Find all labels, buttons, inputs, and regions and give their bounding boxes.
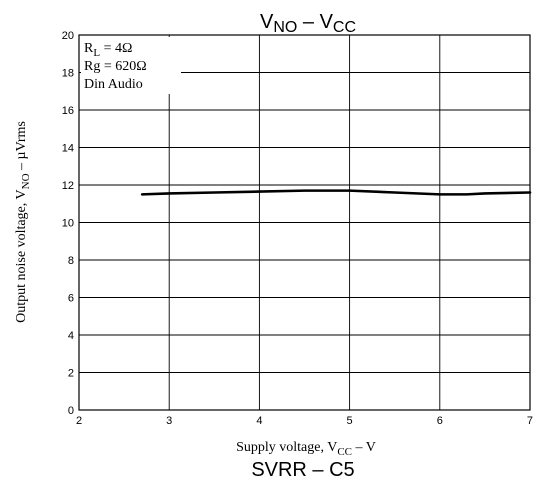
footer-title: SVRR – C5 [251,459,354,481]
y-tick-label-16: 16 [62,105,74,117]
y-tick-label-18: 18 [62,68,74,80]
y-axis-label: Output noise voltage, VNO – µVrms [14,121,32,323]
chart-title-second: V [320,11,334,33]
annotation-line-3-prefix: Din Audio [84,77,143,92]
x-tick-label-6: 6 [437,415,443,427]
annotation-background [81,37,181,94]
annotation-line-1-sub: L [93,47,100,59]
x-axis-label: Supply voltage, VCC – V [236,440,376,458]
annotation-line-1-prefix: R [84,41,94,56]
x-axis-label-suffix: – V [352,440,376,455]
y-axis-label-sub: NO [20,173,32,189]
y-tick-label-6: 6 [68,293,74,305]
y-tick-label-0: 0 [68,405,74,417]
y-tick-label-2: 2 [68,368,74,380]
annotation-line-2: Rg = 620Ω [84,59,147,74]
y-tick-label-12: 12 [62,180,74,192]
x-axis-label-prefix: Supply voltage, V [236,440,337,455]
y-axis-label-suffix: – µVrms [14,121,29,173]
y-tick-label-8: 8 [68,255,74,267]
x-tick-label-7: 7 [527,415,533,427]
y-tick-label-4: 4 [68,330,74,342]
x-tick-label-3: 3 [166,415,172,427]
series-layer [140,189,532,196]
chart-title-main-sub: NO [273,19,297,36]
grid-layer [79,35,530,410]
chart-title: VNO – VCC [260,11,356,36]
chart-title-main: V [260,11,274,33]
y-tick-label-14: 14 [62,143,74,155]
series-line-1 [140,189,532,196]
annotation-line-1: RL = 4Ω [84,41,132,59]
x-tick-label-4: 4 [256,415,262,427]
annotation-line-2-prefix: Rg = 620Ω [84,59,147,74]
x-axis-label-sub: CC [337,446,352,458]
y-tick-label-10: 10 [62,218,74,230]
plot-frame [78,34,531,411]
x-tick-label-5: 5 [347,415,353,427]
annotation-line-3: Din Audio [84,77,143,92]
chart-title-second-sub: CC [333,19,356,36]
y-tick-label-20: 20 [62,30,74,42]
y-axis-label-prefix: Output noise voltage, V [14,189,29,323]
x-tick-label-2: 2 [76,415,82,427]
chart-title-sep: – [297,11,319,33]
annotation-line-1-suffix: = 4Ω [100,41,132,56]
